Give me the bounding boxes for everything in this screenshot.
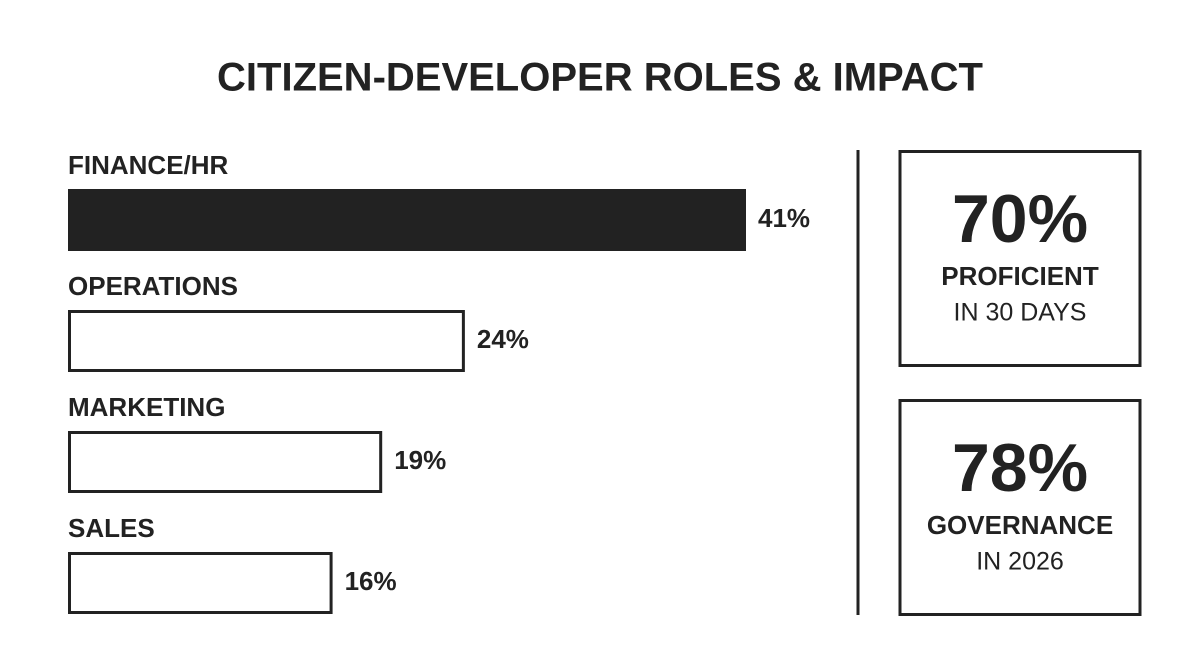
value-label: 19% (394, 445, 446, 475)
category-label: OPERATIONS (68, 271, 238, 301)
value-label: 41% (758, 203, 810, 233)
stat-label: PROFICIENT (941, 261, 1099, 291)
bar (68, 431, 383, 493)
category-label: MARKETING (68, 392, 225, 422)
value-label: 24% (477, 324, 529, 354)
stat-box (898, 399, 1142, 616)
bar (68, 189, 746, 251)
chart-title: CITIZEN-DEVELOPER ROLES & IMPACT (217, 56, 983, 100)
stat-value: 78% (952, 430, 1088, 506)
stat-value: 70% (952, 181, 1088, 257)
stat-sublabel: IN 2026 (976, 548, 1064, 576)
stat-box (898, 150, 1142, 367)
category-label: SALES (68, 513, 155, 543)
value-label: 16% (345, 566, 397, 596)
stat-label: GOVERNANCE (927, 510, 1113, 540)
stat-sublabel: IN 30 DAYS (954, 299, 1087, 327)
bar (68, 310, 465, 372)
bar (68, 552, 333, 614)
category-label: FINANCE/HR (68, 150, 229, 180)
